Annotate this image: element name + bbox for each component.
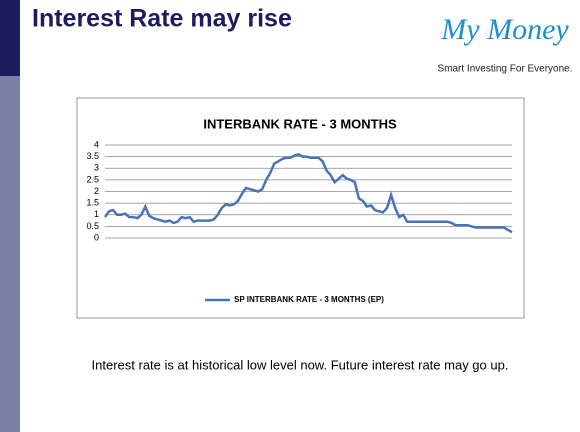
line xyxy=(103,152,513,234)
y-tick-label: 1 xyxy=(94,209,99,219)
y-tick-label: 4 xyxy=(94,139,99,149)
logo: My Money xyxy=(440,13,569,46)
y-tick-label: 2.5 xyxy=(86,174,99,184)
side-bar-top xyxy=(0,0,20,76)
slide-title: Interest Rate may rise xyxy=(32,5,292,33)
legend-label: SP INTERBANK RATE - 3 MONTHS (EP) xyxy=(234,295,384,304)
side-bar xyxy=(0,76,20,432)
y-tick-label: 2 xyxy=(94,186,99,196)
y-tick-label: 3 xyxy=(94,163,99,173)
y-tick-label: 1.5 xyxy=(86,198,99,208)
caption: Interest rate is at historical low level… xyxy=(92,357,509,372)
y-tick-label: 3.5 xyxy=(86,151,99,161)
y-tick-label: 0 xyxy=(94,232,99,242)
y-tick-label: 0.5 xyxy=(86,221,99,231)
chart-title: INTERBANK RATE - 3 MONTHS xyxy=(203,116,397,131)
tagline: Smart Investing For Everyone. xyxy=(437,64,572,75)
chart-frame xyxy=(76,97,525,319)
